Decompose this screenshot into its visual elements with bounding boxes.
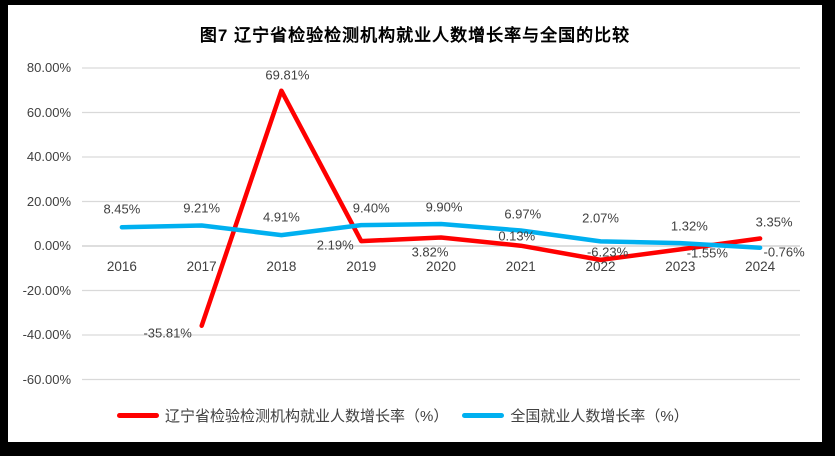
data-point-label: -1.55%	[686, 245, 728, 261]
x-axis-category-label: 2023	[665, 259, 696, 274]
data-point-label: 69.81%	[265, 67, 310, 83]
data-point-label: -35.81%	[143, 325, 192, 341]
data-point-label: 2.19%	[316, 237, 354, 253]
legend: 辽宁省检验检测机构就业人数增长率（%） 全国就业人数增长率（%）	[117, 405, 689, 426]
data-point-label: 6.97%	[504, 206, 542, 222]
data-point-label: 8.45%	[103, 201, 141, 217]
data-point-label: -6.23%	[586, 244, 629, 260]
data-point-label: 2.07%	[582, 210, 619, 226]
data-point-label: 1.32%	[670, 218, 708, 234]
y-axis-tick-label: -20.00%	[22, 282, 71, 298]
legend-item-national: 全国就业人数增长率（%）	[462, 405, 689, 426]
x-axis-category-label: 2016	[106, 259, 137, 274]
data-point-label: 9.21%	[183, 200, 221, 215]
data-point-label: 3.82%	[411, 244, 449, 259]
y-axis-tick-label: 0.00%	[34, 238, 71, 253]
data-point-label: 4.91%	[263, 209, 300, 225]
chart-title: 图7 辽宁省检验检测机构就业人数增长率与全国的比较	[199, 26, 631, 45]
x-axis-category-label: 2019	[346, 259, 377, 274]
y-axis-tick-label: 80.00%	[26, 60, 71, 75]
x-axis-category-label: 2018	[266, 259, 297, 274]
y-axis-tick-label: 60.00%	[26, 104, 71, 120]
legend-label-liaoning: 辽宁省检验检测机构就业人数增长率（%）	[165, 408, 449, 425]
x-axis-category-label: 2024	[745, 259, 776, 274]
data-point-label: 9.90%	[425, 199, 463, 215]
data-point-label: -0.76%	[763, 244, 805, 260]
data-point-label: 3.35%	[755, 214, 793, 230]
x-axis-category-label: 2020	[425, 259, 457, 274]
legend-label-national: 全国就业人数增长率（%）	[510, 408, 689, 425]
y-axis-tick-label: -40.00%	[22, 327, 71, 342]
x-axis-category-label: 2022	[585, 259, 616, 274]
y-axis-tick-label: -60.00%	[22, 371, 71, 387]
legend-line-red-icon	[117, 413, 159, 418]
data-point-label: 0.13%	[498, 228, 536, 244]
x-axis-category-label: 2017	[186, 259, 217, 274]
data-point-label: 9.40%	[352, 200, 390, 216]
y-axis-tick-label: 20.00%	[26, 193, 71, 209]
national-series-line	[119, 221, 763, 250]
x-axis-category-label: 2021	[505, 259, 536, 274]
liaoning-series-line	[199, 88, 763, 328]
y-axis-tick-label: 40.00%	[26, 149, 71, 164]
legend-item-liaoning: 辽宁省检验检测机构就业人数增长率（%）	[117, 405, 448, 426]
legend-line-blue-icon	[462, 413, 505, 418]
